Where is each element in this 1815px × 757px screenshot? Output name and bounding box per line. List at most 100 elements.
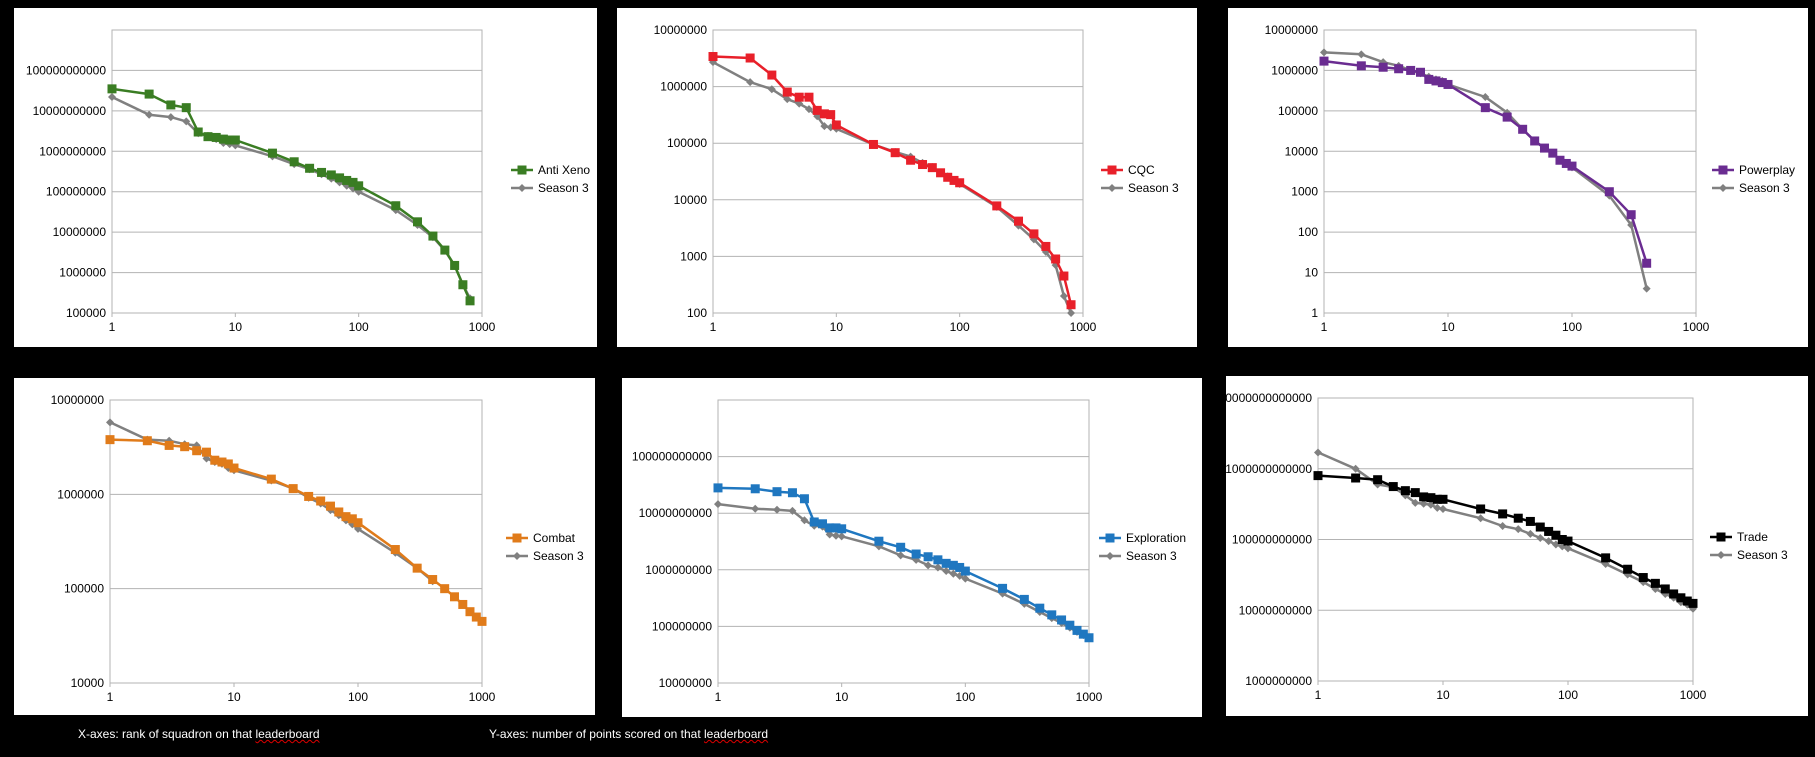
cqc-data-point: [745, 53, 755, 63]
plot-area: [109, 399, 483, 684]
legend-label: CQC: [1128, 163, 1155, 177]
exploration-data-point: [1072, 625, 1082, 635]
combat-data-point: [458, 599, 468, 609]
y-tick-label: 100000: [64, 582, 104, 596]
y-tick-label: 1000000000000: [1226, 462, 1312, 476]
season-3-data-point: [1439, 504, 1447, 513]
season-3-data-point: [108, 93, 116, 102]
season-3-data-point: [1059, 291, 1068, 300]
x-tick-label: 10: [1441, 320, 1455, 334]
season-3-data-point: [820, 122, 829, 131]
y-tick-label: 100000000: [46, 185, 106, 199]
legend-swatch-marker: [517, 165, 527, 175]
anti-xeno-data-point: [218, 134, 228, 144]
season-3-data-point: [1433, 503, 1442, 512]
combat-data-point: [449, 592, 459, 602]
season-3-data-point: [1314, 448, 1322, 457]
trade-data-point: [1557, 535, 1567, 544]
season-3-data-point: [1544, 537, 1553, 546]
y-tick-label: 10000000000: [33, 104, 107, 118]
legend-swatch-marker: [1106, 552, 1114, 560]
x-tick-label: 10: [830, 320, 844, 334]
anti-xeno-data-point: [317, 167, 327, 177]
cqc-data-point: [831, 120, 841, 130]
x-tick-label: 10: [835, 690, 849, 704]
powerplay-data-point: [1356, 61, 1366, 71]
trade-data-point: [1669, 589, 1679, 599]
cqc-data-point: [992, 201, 1002, 211]
y-tick-label: 1000: [680, 249, 707, 263]
trade-data-point: [1525, 516, 1535, 526]
season-3-data-point: [783, 95, 792, 104]
x-tick-label: 100: [950, 320, 970, 334]
exploration-data-point: [911, 549, 921, 559]
season-3-data-point: [826, 123, 835, 132]
legend-swatch-marker: [513, 552, 521, 560]
anti-xeno-series: [107, 84, 475, 306]
season-3-series: [714, 500, 1093, 643]
exploration-data-point: [1047, 610, 1057, 620]
plot-area: [717, 399, 1090, 684]
anti-xeno-data-point: [391, 201, 401, 211]
exploration-data-point: [955, 562, 965, 572]
combat-data-point: [217, 457, 227, 467]
powerplay-series: [1319, 56, 1652, 268]
combat-data-point: [164, 440, 174, 450]
cqc-data-point: [943, 172, 953, 182]
trade-data-point: [1688, 598, 1698, 608]
legend: Powerplay Season 3: [1712, 163, 1795, 195]
powerplay-data-point: [1539, 143, 1549, 153]
trade-data-point: [1400, 486, 1410, 496]
season-3-data-point: [773, 505, 782, 514]
y-axes-note-leaderboard: leaderboard: [704, 727, 769, 741]
combat-data-point: [428, 575, 438, 585]
season-3-data-point: [825, 530, 834, 539]
x-tick-label: 1: [1321, 320, 1328, 334]
trade-chart: 1000000000 10000000000 100000000000 1000000…: [1226, 376, 1808, 716]
trade-data-point: [1498, 509, 1508, 519]
y-axes-note-text: Y-axes: number of points scored on that: [489, 727, 705, 741]
anti-xeno-data-point: [107, 84, 117, 94]
season-3-data-point: [751, 504, 760, 513]
plot-area: [111, 29, 483, 314]
season-3-data-point: [933, 563, 942, 572]
exploration-data-point: [998, 583, 1008, 593]
season-3-data-point: [1357, 50, 1366, 59]
season-3-data-point: [961, 574, 970, 583]
trade-data-point: [1623, 564, 1633, 574]
powerplay-data-point: [1437, 78, 1447, 88]
trade-data-point: [1682, 596, 1692, 606]
y-tick-label: 1: [1311, 306, 1318, 320]
cqc-data-point: [804, 92, 814, 102]
y-tick-label: 1000000: [660, 80, 707, 94]
combat-data-point: [325, 501, 335, 511]
x-tick-label: 1: [710, 320, 717, 334]
combat-series: [105, 435, 487, 626]
trade-data-point: [1432, 494, 1442, 504]
season-3-data-point: [145, 110, 154, 119]
season-3-data-point: [1476, 514, 1485, 523]
legend-swatch-marker: [1717, 551, 1725, 559]
powerplay-data-point: [1319, 56, 1329, 66]
anti-xeno-data-point: [166, 100, 176, 110]
season-3-data-point: [1419, 499, 1428, 508]
cqc-data-point: [955, 178, 965, 188]
anti-xeno-series-line: [111, 87, 472, 302]
combat-data-point: [223, 459, 233, 469]
cqc-data-point: [1041, 241, 1051, 251]
legend: Exploration Season 3: [1099, 531, 1186, 563]
powerplay-chart: 1 10 100 1000 10000 100000 1000000 10000000 1 10 1…: [1228, 8, 1808, 347]
cqc-data-point: [812, 105, 822, 115]
trade-data-point: [1563, 536, 1573, 546]
trade-series-line: [1317, 474, 1694, 605]
anti-xeno-data-point: [335, 173, 345, 183]
legend-swatch-marker: [518, 184, 526, 192]
powerplay-data-point: [1555, 155, 1565, 165]
season-3-series-line: [1323, 51, 1648, 289]
cqc-data-point: [890, 148, 900, 158]
x-axes-note: X-axes: rank of squadron on that leaderb…: [78, 727, 320, 741]
legend-swatch-marker: [1716, 532, 1726, 542]
cqc-data-point: [936, 168, 946, 178]
legend-label: Trade: [1737, 530, 1768, 544]
powerplay-data-point: [1431, 76, 1441, 86]
